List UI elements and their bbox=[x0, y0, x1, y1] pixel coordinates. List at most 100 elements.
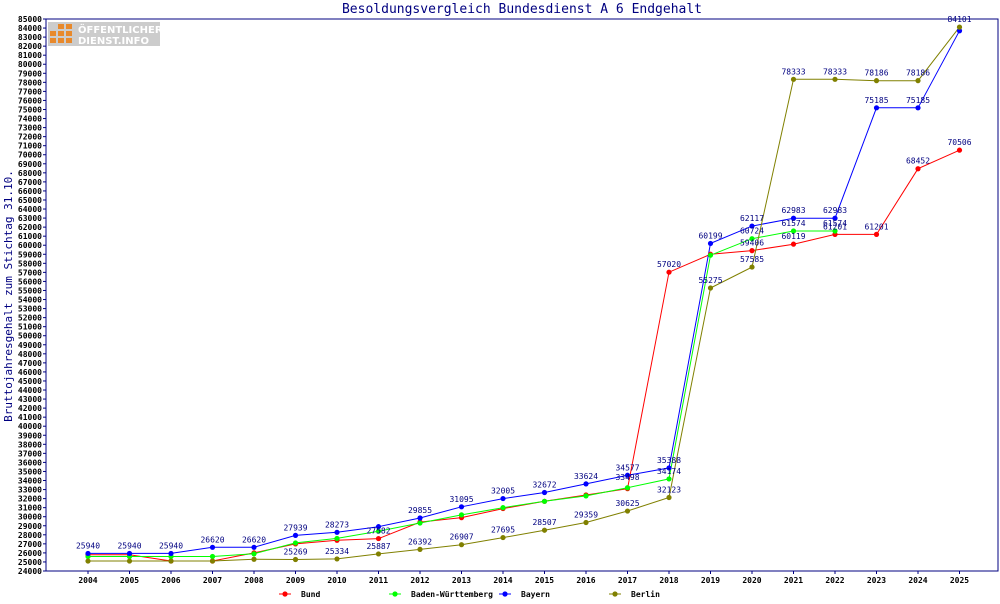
data-label: 33498 bbox=[615, 473, 639, 482]
logo-line2: DIENST.INFO bbox=[78, 36, 149, 47]
data-point bbox=[458, 512, 465, 518]
data-label: 28273 bbox=[325, 520, 349, 529]
legend-label: Baden-Württemberg bbox=[411, 590, 493, 599]
data-point bbox=[832, 228, 838, 234]
y-tick-label: 69000 bbox=[18, 160, 42, 169]
data-point bbox=[956, 147, 963, 153]
data-point bbox=[417, 515, 423, 521]
data-point bbox=[500, 505, 506, 511]
x-tick-label: 2018 bbox=[659, 576, 678, 585]
y-tick-label: 40000 bbox=[18, 422, 42, 431]
y-tick-label: 83000 bbox=[18, 33, 42, 42]
x-tick-label: 2024 bbox=[908, 576, 927, 585]
logo-square bbox=[50, 38, 56, 43]
y-tick-label: 58000 bbox=[18, 259, 42, 268]
data-label: 26907 bbox=[449, 533, 473, 542]
x-tick-label: 2010 bbox=[327, 576, 346, 585]
logo-squares-icon bbox=[50, 24, 72, 43]
data-point bbox=[417, 520, 423, 526]
x-tick-label: 2025 bbox=[950, 576, 969, 585]
data-point bbox=[666, 476, 672, 482]
y-tick-label: 43000 bbox=[18, 395, 42, 404]
y-tick-label: 48000 bbox=[18, 350, 42, 359]
y-tick-label: 79000 bbox=[18, 69, 42, 78]
y-tick-label: 27000 bbox=[18, 540, 42, 549]
data-label: 32672 bbox=[532, 481, 556, 490]
data-point bbox=[790, 228, 797, 234]
data-point bbox=[126, 558, 133, 564]
y-tick-label: 59000 bbox=[18, 250, 42, 259]
data-point bbox=[583, 493, 589, 499]
data-point bbox=[873, 231, 880, 237]
data-label: 60724 bbox=[740, 227, 764, 236]
y-tick-label: 74000 bbox=[18, 115, 42, 124]
x-tick-label: 2020 bbox=[742, 576, 761, 585]
x-tick-label: 2009 bbox=[286, 576, 305, 585]
data-point bbox=[541, 489, 548, 496]
data-point bbox=[873, 78, 880, 84]
data-label: 34577 bbox=[615, 463, 639, 472]
data-point bbox=[334, 529, 340, 535]
data-label: 34174 bbox=[657, 467, 681, 476]
y-tick-label: 35000 bbox=[18, 467, 42, 476]
legend-label: Bund bbox=[301, 590, 320, 599]
data-label: 26392 bbox=[408, 537, 432, 546]
logo-square bbox=[66, 24, 72, 29]
y-tick-label: 60000 bbox=[18, 241, 42, 250]
x-tick-label: 2014 bbox=[493, 576, 512, 585]
data-point bbox=[375, 535, 382, 542]
data-point bbox=[749, 236, 755, 242]
data-label: 25887 bbox=[366, 542, 390, 551]
series-lines bbox=[88, 26, 960, 562]
data-label: 75185 bbox=[864, 96, 888, 105]
y-tick-label: 76000 bbox=[18, 96, 42, 105]
data-label: 27939 bbox=[283, 523, 307, 532]
y-tick-label: 70000 bbox=[18, 151, 42, 160]
x-tick-label: 2012 bbox=[410, 576, 429, 585]
data-label: 59406 bbox=[740, 239, 764, 248]
data-label: 57020 bbox=[657, 260, 681, 269]
data-point bbox=[292, 532, 299, 538]
data-point bbox=[375, 551, 382, 557]
data-point bbox=[541, 527, 548, 533]
y-tick-label: 56000 bbox=[18, 277, 42, 286]
x-tick-label: 2023 bbox=[867, 576, 886, 585]
y-tick-label: 61000 bbox=[18, 232, 42, 241]
data-label: 75185 bbox=[906, 96, 930, 105]
data-point bbox=[749, 248, 755, 254]
data-point bbox=[624, 485, 631, 491]
y-tick-label: 84000 bbox=[18, 24, 42, 33]
series-line-berlin bbox=[88, 26, 960, 562]
data-point bbox=[749, 264, 755, 270]
data-point bbox=[375, 524, 382, 530]
data-point bbox=[292, 540, 299, 546]
y-tick-label: 44000 bbox=[18, 386, 42, 395]
data-point bbox=[915, 105, 921, 111]
y-tick-label: 52000 bbox=[18, 314, 42, 323]
y-tick-label: 28000 bbox=[18, 531, 42, 540]
y-tick-label: 50000 bbox=[18, 332, 42, 341]
data-labels: 25940 25940 25940 26620 26620 27939 28273 27582… bbox=[76, 15, 972, 556]
data-point bbox=[956, 24, 963, 30]
data-point bbox=[500, 495, 506, 502]
data-point bbox=[707, 252, 714, 258]
data-point bbox=[251, 544, 257, 550]
data-point bbox=[168, 550, 174, 557]
y-tick-label: 75000 bbox=[18, 105, 42, 114]
data-point bbox=[209, 553, 216, 560]
data-point bbox=[956, 28, 963, 34]
data-label: 68452 bbox=[906, 157, 930, 166]
data-point bbox=[251, 556, 257, 562]
data-point bbox=[500, 534, 506, 541]
chart-title: Besoldungsvergleich Bundesdienst A 6 End… bbox=[342, 2, 702, 17]
data-point bbox=[583, 481, 589, 487]
data-label: 61574 bbox=[781, 219, 805, 228]
data-label: 62117 bbox=[740, 214, 764, 223]
logo-square bbox=[66, 38, 72, 43]
y-tick-label: 63000 bbox=[18, 214, 42, 223]
y-tick-label: 30000 bbox=[18, 513, 42, 522]
logo-square bbox=[58, 38, 64, 43]
legend-label: Berlin bbox=[631, 589, 660, 599]
y-tick-label: 78000 bbox=[18, 78, 42, 87]
